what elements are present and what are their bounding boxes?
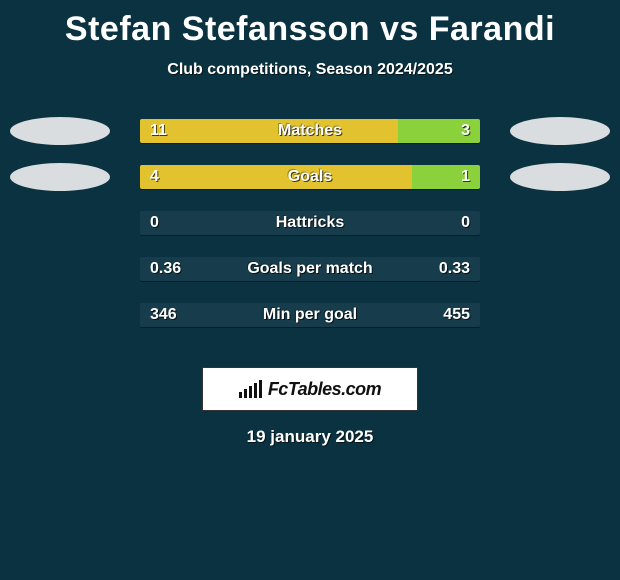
player-ellipse-right [510, 117, 610, 145]
stat-row: 0.360.33Goals per match [0, 257, 620, 303]
date-text: 19 january 2025 [0, 427, 620, 447]
page-title: Stefan Stefansson vs Farandi [0, 0, 620, 49]
stat-label: Matches [140, 119, 480, 143]
stat-label: Min per goal [140, 303, 480, 327]
stat-row: 00Hattricks [0, 211, 620, 257]
badge-bar [244, 389, 247, 398]
badge-bars-icon [239, 380, 262, 398]
badge-bar [249, 386, 252, 398]
fctables-badge: FcTables.com [202, 367, 418, 411]
badge-text: FcTables.com [268, 379, 381, 400]
stat-row: 346455Min per goal [0, 303, 620, 349]
badge-bar [239, 392, 242, 398]
badge-bar [254, 383, 257, 398]
player-ellipse-left [10, 117, 110, 145]
stat-row: 41Goals [0, 165, 620, 211]
stat-label: Goals [140, 165, 480, 189]
player-ellipse-right [510, 163, 610, 191]
player-ellipse-left [10, 163, 110, 191]
badge-bar [259, 380, 262, 398]
stat-label: Hattricks [140, 211, 480, 235]
stat-label: Goals per match [140, 257, 480, 281]
subtitle: Club competitions, Season 2024/2025 [0, 61, 620, 79]
stats-container: 113Matches41Goals00Hattricks0.360.33Goal… [0, 119, 620, 349]
stat-row: 113Matches [0, 119, 620, 165]
